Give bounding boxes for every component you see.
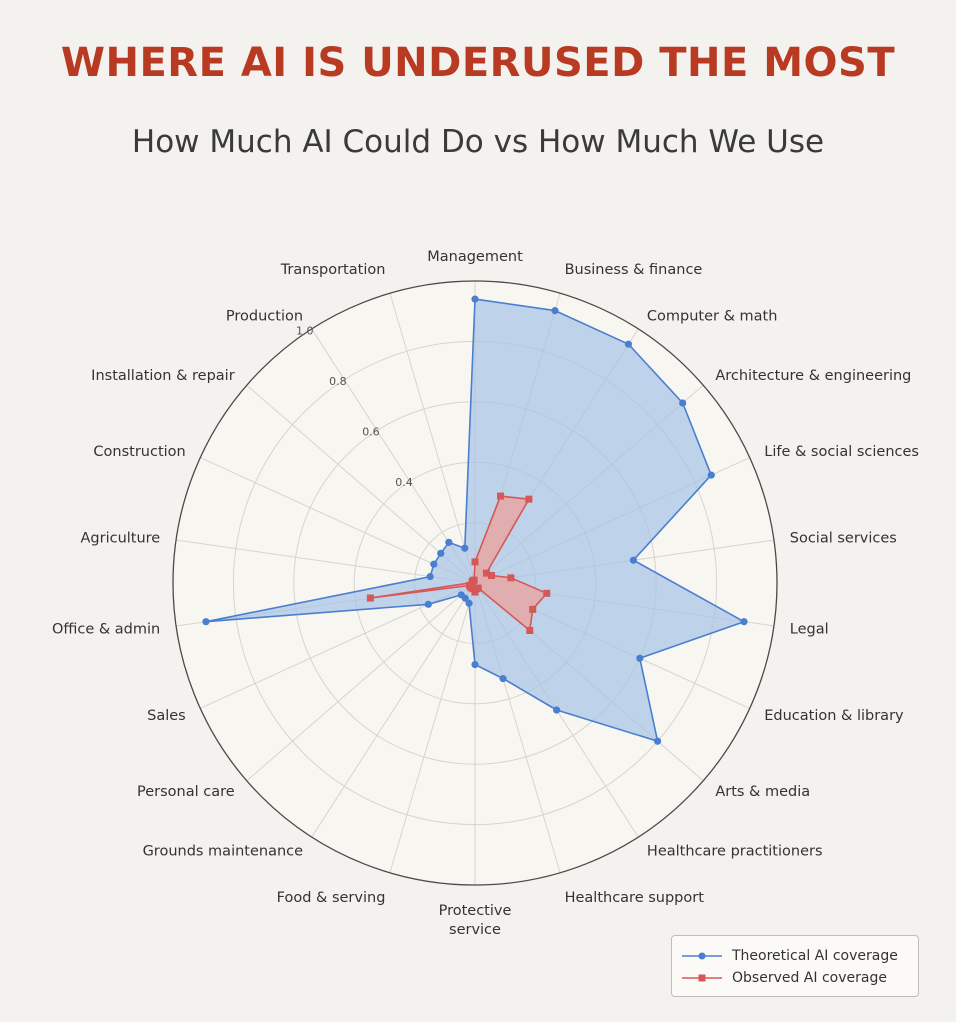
- legend-label-observed: Observed AI coverage: [732, 970, 887, 986]
- grid-spoke: [246, 582, 476, 782]
- theoretical-point: [707, 471, 715, 479]
- theoretical-point: [636, 654, 644, 662]
- theoretical-point: [202, 618, 210, 626]
- observed-point: [497, 492, 505, 500]
- theoretical-point: [629, 556, 638, 564]
- observed-point: [470, 576, 478, 584]
- theoretical-point: [424, 600, 432, 608]
- category-label: Production: [226, 308, 303, 324]
- radial-tick-label: 0.8: [329, 375, 347, 388]
- radial-tick-label: 0.4: [395, 476, 413, 489]
- legend-marker-observed: [682, 974, 722, 982]
- category-label: Healthcare practitioners: [647, 844, 823, 860]
- theoretical-point: [445, 538, 453, 546]
- observed-point: [471, 558, 479, 566]
- observed-point: [507, 574, 515, 582]
- theoretical-point: [437, 549, 445, 557]
- category-label: Arts & media: [715, 784, 810, 800]
- theoretical-point: [426, 572, 434, 581]
- chart-legend: Theoretical AI coverage Observed AI cove…: [671, 935, 919, 997]
- category-label: Grounds maintenance: [143, 844, 304, 860]
- category-label: Agriculture: [80, 531, 160, 547]
- category-label: Computer & math: [647, 308, 778, 324]
- theoretical-point: [457, 591, 465, 599]
- theoretical-point: [553, 706, 561, 714]
- category-label: Construction: [93, 444, 185, 460]
- legend-marker-theoretical: [682, 952, 722, 960]
- category-label: Sales: [147, 708, 186, 724]
- theoretical-point: [551, 307, 559, 315]
- category-label: Legal: [790, 621, 829, 637]
- theoretical-point: [624, 340, 633, 348]
- radial-tick-label: 1.0: [296, 324, 314, 337]
- category-label: Social services: [790, 531, 897, 547]
- category-label: Architecture & engineering: [715, 368, 911, 384]
- legend-label-theoretical: Theoretical AI coverage: [732, 948, 898, 964]
- grid-spoke: [389, 293, 476, 584]
- theoretical-point: [499, 675, 507, 683]
- chart-title: WHERE AI IS UNDERUSED THE MOST: [60, 40, 896, 86]
- category-label: Transportation: [280, 262, 386, 278]
- observed-point: [526, 626, 534, 634]
- grid-spoke: [389, 582, 476, 873]
- theoretical-point: [471, 295, 479, 303]
- observed-point: [482, 569, 490, 577]
- observed-point: [529, 605, 537, 613]
- theoretical-point: [740, 618, 748, 626]
- category-label: Life & social sciences: [764, 444, 919, 460]
- category-label: Personal care: [137, 784, 235, 800]
- theoretical-point: [653, 737, 662, 745]
- theoretical-point: [430, 560, 438, 568]
- radial-tick-label: 0.6: [362, 425, 380, 438]
- category-label: Education & library: [764, 708, 904, 724]
- observed-point: [366, 594, 374, 602]
- category-label: Protective service: [439, 903, 512, 938]
- category-label: Installation & repair: [91, 368, 235, 384]
- grid-spoke: [246, 384, 476, 584]
- grid-spoke: [176, 539, 476, 584]
- plot-frame: [172, 280, 778, 886]
- legend-item-observed: Observed AI coverage: [682, 968, 887, 988]
- category-label: Business & finance: [565, 262, 703, 278]
- theoretical-point: [465, 599, 473, 607]
- category-label: Office & admin: [52, 621, 160, 637]
- category-label: Healthcare support: [565, 890, 705, 906]
- observed-point: [487, 571, 495, 579]
- legend-item-theoretical: Theoretical AI coverage: [682, 946, 898, 966]
- chart-subtitle: How Much AI Could Do vs How Much We Use: [131, 124, 825, 160]
- theoretical-point: [471, 660, 479, 669]
- theoretical-point: [679, 399, 687, 407]
- grid-spoke: [200, 457, 476, 584]
- category-label: Management: [427, 249, 523, 265]
- category-label: Food & serving: [277, 890, 386, 906]
- observed-point: [543, 589, 551, 597]
- observed-point: [525, 495, 533, 503]
- theoretical-point: [461, 544, 469, 552]
- grid-spoke: [311, 582, 476, 838]
